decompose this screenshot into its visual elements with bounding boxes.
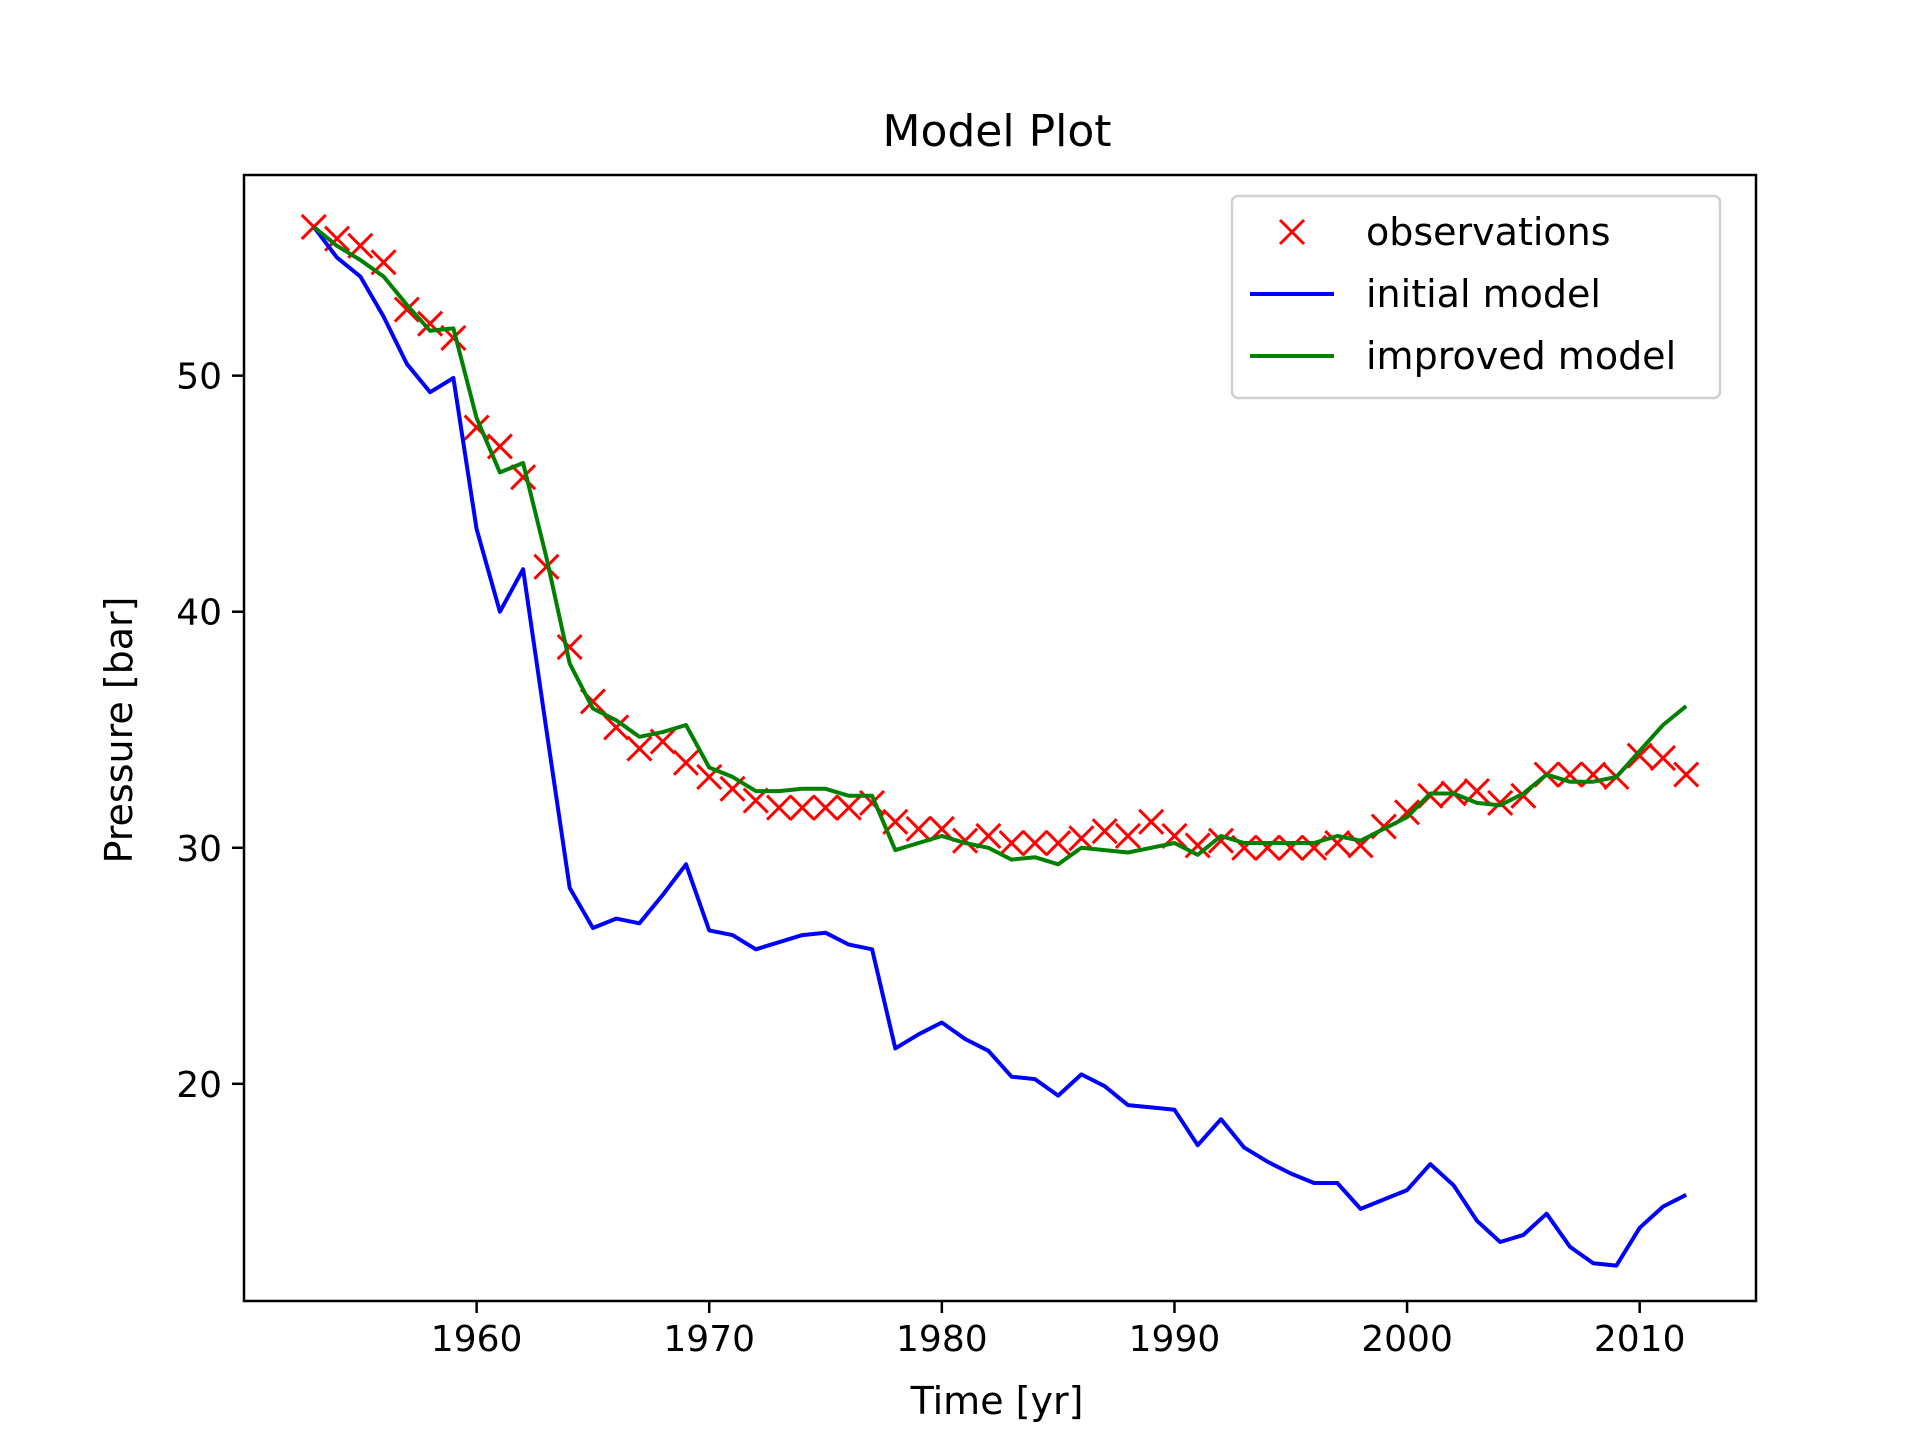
data-point — [1184, 832, 1211, 859]
data-point — [1138, 808, 1165, 835]
data-point — [1045, 829, 1072, 857]
series-line-initial-model — [312, 225, 1688, 1268]
y-tick-label: 40 — [176, 593, 222, 634]
series-line-improved-model — [312, 225, 1688, 867]
y-tick-label: 30 — [176, 829, 222, 870]
series-markers-observations — [300, 213, 1700, 861]
y-tick-label: 50 — [176, 357, 222, 398]
x-tick-label: 1990 — [1129, 1319, 1221, 1360]
legend-label-improved-model: improved model — [1366, 334, 1676, 378]
legend-entry-observations: observations — [1278, 210, 1611, 254]
chart-title: Model Plot — [882, 106, 1111, 157]
y-axis-label: Pressure [bar] — [97, 596, 141, 863]
data-point — [556, 634, 583, 661]
data-point — [1207, 827, 1235, 854]
data-point — [812, 794, 839, 821]
legend: observations initial model improved mode… — [1230, 194, 1722, 400]
data-point — [1277, 834, 1304, 861]
x-tick-label: 1970 — [663, 1319, 755, 1360]
data-point — [789, 794, 816, 821]
x-tick-label: 2010 — [1594, 1319, 1686, 1360]
legend-box — [1230, 194, 1722, 400]
x-axis: 1960 1970 1980 1990 2000 2010 — [431, 1301, 1686, 1360]
x-axis-label: Time [yr] — [910, 1379, 1084, 1423]
data-point — [1487, 789, 1514, 816]
y-axis: 20 30 40 50 — [176, 357, 244, 1106]
data-point — [533, 553, 560, 580]
data-point — [1021, 829, 1048, 857]
data-point — [1324, 829, 1351, 857]
data-point — [603, 714, 630, 741]
data-point — [1091, 818, 1118, 845]
plot-frame — [242, 173, 1758, 1303]
data-point — [975, 822, 1002, 850]
data-point — [998, 829, 1025, 857]
legend-entry-initial-model: initial model — [1250, 272, 1601, 316]
x-tick-label: 1960 — [431, 1319, 523, 1360]
data-point — [1068, 825, 1095, 852]
data-point — [905, 815, 932, 842]
legend-label-initial-model: initial model — [1366, 272, 1601, 316]
data-point — [1254, 834, 1281, 861]
legend-entry-improved-model: improved model — [1250, 334, 1676, 378]
plot-area — [300, 213, 1700, 1268]
data-point — [393, 296, 420, 323]
data-point — [672, 749, 700, 776]
data-point — [1649, 745, 1677, 772]
data-point — [835, 794, 862, 821]
data-point — [952, 827, 979, 854]
legend-marker-observations — [1278, 218, 1306, 246]
data-point — [626, 735, 653, 762]
y-tick-label: 20 — [176, 1065, 222, 1106]
data-point — [1626, 742, 1653, 769]
data-point — [510, 464, 537, 491]
x-tick-label: 2000 — [1361, 1319, 1453, 1360]
legend-x-marker — [1278, 218, 1306, 246]
legend-label-observations: observations — [1366, 210, 1611, 254]
x-tick-label: 1980 — [896, 1319, 988, 1360]
data-point — [765, 794, 793, 821]
data-point — [1673, 761, 1700, 788]
data-point — [1114, 822, 1142, 850]
